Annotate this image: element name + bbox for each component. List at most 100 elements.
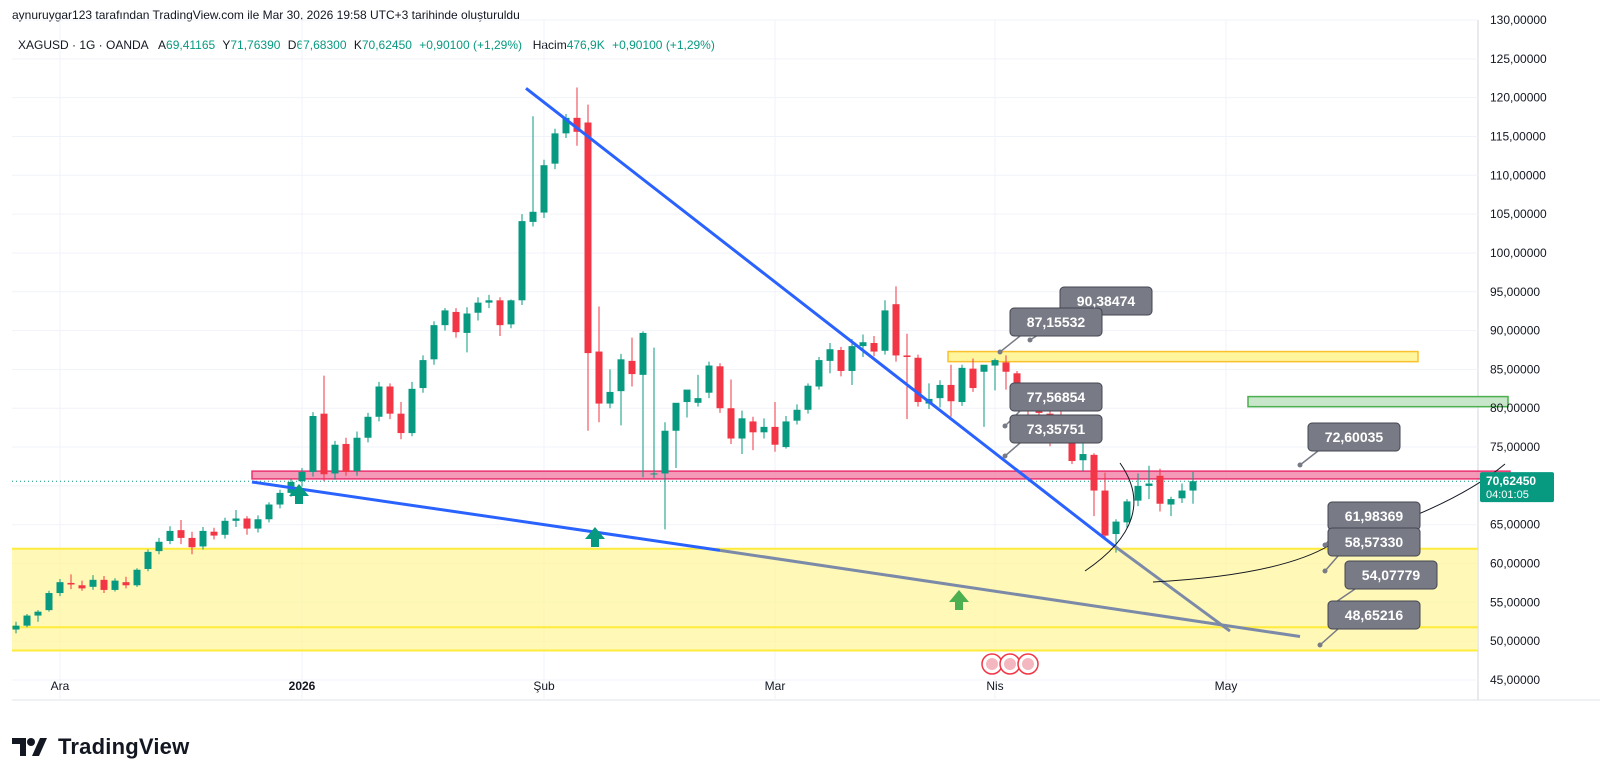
up-arrow-shape [585,527,605,547]
candle-body [507,300,515,325]
event-icon-flag [1004,658,1016,670]
symbol-name[interactable]: XAGUSD · 1G · OANDA [18,38,149,52]
candle-body [23,615,31,626]
candle-body [837,350,845,371]
candle-body [265,504,273,520]
current-price-tag-bg [1480,472,1554,503]
candle-body [221,520,229,535]
candle-body [771,426,779,445]
candle-body [1156,475,1164,504]
arrow-up-1 [289,484,309,504]
candle-body [452,311,460,333]
candle-body [441,310,449,326]
price-label-box [1009,307,1103,337]
open-label: A [158,38,167,52]
price-label-anchor [1322,542,1328,548]
green-target-zone [1247,395,1509,408]
candle-body [353,437,361,472]
projection-curve-a [1152,544,1331,583]
y-tick-label: 60,00000 [1490,557,1540,571]
close-value: 70,62450 [361,38,412,52]
high-value: 71,76390 [230,38,281,52]
price-label-anchor [1002,453,1008,459]
candle-body [331,444,339,474]
candle-body [1068,435,1076,462]
price-label-box [1327,600,1421,630]
price-label-box [1327,527,1421,557]
tradingview-logo[interactable]: TradingView [12,734,189,760]
price-axis: 130,00000 125,00000 120,00000 115,00000 110,… [1480,13,1554,687]
y-tick-label: 130,00000 [1490,13,1547,27]
candle-body [804,385,812,410]
x-tick-label: Ara [51,679,70,693]
candle-body [529,211,537,222]
candle-body [430,325,438,360]
open-value: 69,41165 [166,38,216,52]
candle-body [133,569,141,586]
y-tick-label: 100,00000 [1490,246,1547,260]
candle-body [89,579,97,587]
candle-body [749,421,757,433]
price-label-anchor [1002,423,1008,429]
candle-body [628,360,636,375]
candle-body [243,518,251,529]
candle-body [606,391,614,404]
candle-body [551,133,559,164]
price-label-87: 87,15532 [997,307,1103,355]
price-label-anchor [997,349,1003,355]
x-tick-label: May [1215,679,1238,693]
candlestick-series [12,87,1197,634]
volume-value: 476,9K [566,38,605,52]
price-label-pointer [1324,555,1339,572]
price-label-72: 72,60035 [1297,422,1401,468]
high-label: Y [222,38,231,52]
low-label: D [287,38,297,52]
y-tick-label: 95,00000 [1490,285,1540,299]
candle-body [903,355,911,357]
price-label-pointer [1299,450,1319,466]
event-icon-3 [1017,653,1039,675]
candle-body [1002,362,1010,372]
descending-trendline [525,87,1116,548]
x-tick-label: Mar [765,679,786,693]
resistance-zone [251,470,1511,480]
y-tick-label: 120,00000 [1490,91,1547,105]
candle-body [320,413,328,475]
candle-body [738,418,746,439]
candle-body [56,582,64,594]
y-tick-label: 85,00000 [1490,362,1540,376]
volume-label: Hacim [532,38,567,52]
event-icon-flag [986,658,998,670]
low-value: 67,68300 [296,38,347,52]
price-label-text: 61,98369 [1345,508,1404,524]
candle-body [34,611,42,616]
candle-body [1189,481,1197,491]
ohlc-legend: XAGUSD · 1G · OANDA A69,41165 Y71,76390 … [18,38,719,52]
descending-trendline-extension [1114,545,1231,633]
event-icon-2 [999,653,1021,675]
candle-body [496,300,504,326]
arrow-up-3 [949,590,969,610]
price-label-text: 77,56854 [1027,389,1086,405]
x-tick-label: Şub [533,679,555,693]
price-label-box [1009,382,1103,412]
candle-body [210,531,218,536]
candle-body [188,537,196,548]
current-price-value: 70,62450 [1486,474,1536,488]
candle-body [870,343,878,352]
candle-body [661,430,669,474]
candle-body [584,122,592,354]
candle-body [276,492,284,505]
candle-body [463,313,471,333]
candle-body [980,364,988,372]
price-label-text: 58,57330 [1345,534,1404,550]
up-arrow-shape [289,484,309,504]
candle-body [254,519,262,529]
price-label-text: 48,65216 [1345,607,1404,623]
candle-body [166,530,174,542]
price-label-61: 61,98369 [1322,501,1421,548]
chart-created-by: aynuruygar123 tarafından TradingView.com… [12,8,520,22]
candle-body [991,360,999,366]
